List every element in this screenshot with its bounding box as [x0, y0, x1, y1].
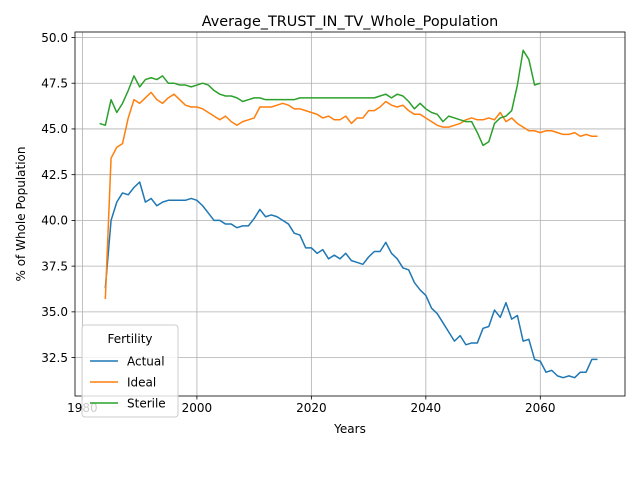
y-tick-label: 35.0: [41, 305, 68, 319]
y-tick-label: 50.0: [41, 31, 68, 45]
legend: Fertility Actual Ideal Sterile: [82, 325, 178, 417]
legend-label-sterile: Sterile: [127, 396, 166, 410]
y-tick-label: 42.5: [41, 168, 68, 182]
y-tick-label: 32.5: [41, 351, 68, 365]
legend-label-ideal: Ideal: [127, 375, 156, 389]
legend-title: Fertility: [107, 332, 152, 346]
y-tick-label: 40.0: [41, 214, 68, 228]
y-tick-label: 47.5: [41, 77, 68, 91]
y-tick-label: 37.5: [41, 259, 68, 273]
x-axis-title: Years: [333, 422, 366, 436]
x-tick-label: 2040: [411, 401, 442, 415]
x-tick-label: 2000: [182, 401, 213, 415]
y-axis-title: % of Whole Population: [14, 147, 28, 282]
y-tick-label: 45.0: [41, 122, 68, 136]
x-tick-label: 2060: [525, 401, 556, 415]
chart-title: Average_TRUST_IN_TV_Whole_Population: [202, 14, 499, 30]
legend-label-actual: Actual: [127, 354, 165, 368]
x-tick-label: 2020: [296, 401, 327, 415]
